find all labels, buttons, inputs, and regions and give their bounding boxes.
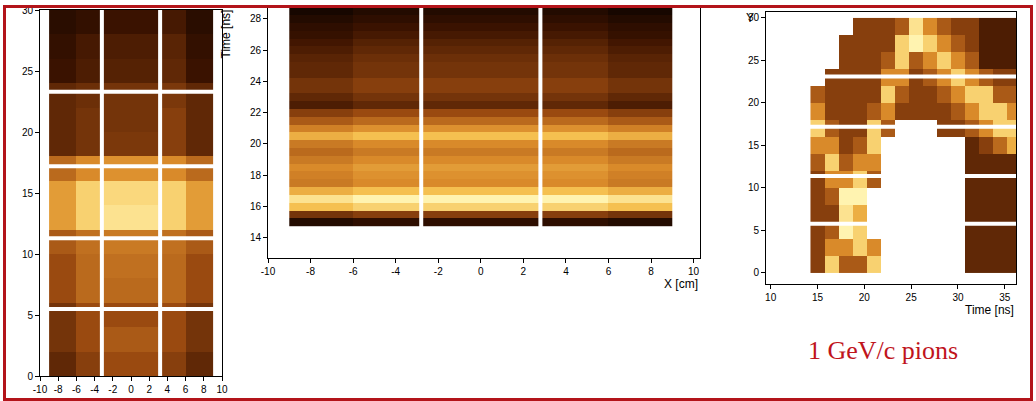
svg-text:4: 4 [563,266,569,277]
svg-text:18: 18 [250,170,262,181]
svg-text:14: 14 [250,232,262,243]
svg-text:0: 0 [27,371,33,382]
svg-text:4: 4 [165,384,171,395]
svg-text:24: 24 [250,76,262,87]
svg-text:25: 25 [22,66,34,77]
svg-text:10: 10 [688,266,700,277]
svg-text:10: 10 [765,292,777,303]
svg-text:-6: -6 [349,266,358,277]
svg-text:5: 5 [753,225,759,236]
svg-text:-6: -6 [72,384,81,395]
svg-text:28: 28 [250,13,262,24]
svg-text:2: 2 [521,266,527,277]
svg-text:15: 15 [748,140,760,151]
svg-text:30: 30 [952,292,964,303]
svg-text:-2: -2 [108,384,117,395]
svg-text:-8: -8 [54,384,63,395]
svg-text:10: 10 [748,182,760,193]
svg-text:Time [ns]: Time [ns] [965,303,1014,317]
svg-text:8: 8 [201,384,207,395]
svg-text:6: 6 [606,266,612,277]
svg-text:10: 10 [216,384,228,395]
svg-text:-10: -10 [261,266,276,277]
svg-text:8: 8 [648,266,654,277]
svg-text:6: 6 [183,384,189,395]
svg-text:Y: Y [746,11,754,25]
svg-text:30: 30 [748,12,760,23]
svg-text:0: 0 [478,266,484,277]
svg-text:20: 20 [22,127,34,138]
svg-text:1 GeV/c pions: 1 GeV/c pions [808,336,958,365]
svg-text:0: 0 [128,384,134,395]
svg-text:15: 15 [812,292,824,303]
svg-text:0: 0 [753,267,759,278]
svg-text:-2: -2 [434,266,443,277]
svg-text:X [cm]: X [cm] [664,277,698,291]
svg-text:26: 26 [250,45,262,56]
svg-text:Time [ns]: Time [ns] [219,10,233,59]
svg-text:25: 25 [906,292,918,303]
svg-text:20: 20 [748,97,760,108]
svg-text:-4: -4 [391,266,400,277]
svg-text:-4: -4 [90,384,99,395]
svg-text:10: 10 [22,249,34,260]
svg-text:22: 22 [250,107,262,118]
svg-text:15: 15 [22,188,34,199]
svg-text:5: 5 [27,310,33,321]
svg-text:20: 20 [250,138,262,149]
svg-text:30: 30 [22,5,34,16]
svg-text:35: 35 [999,292,1011,303]
svg-text:20: 20 [859,292,871,303]
svg-text:-10: -10 [33,384,48,395]
svg-text:16: 16 [250,201,262,212]
svg-text:-8: -8 [306,266,315,277]
svg-text:2: 2 [146,384,152,395]
svg-text:25: 25 [748,55,760,66]
